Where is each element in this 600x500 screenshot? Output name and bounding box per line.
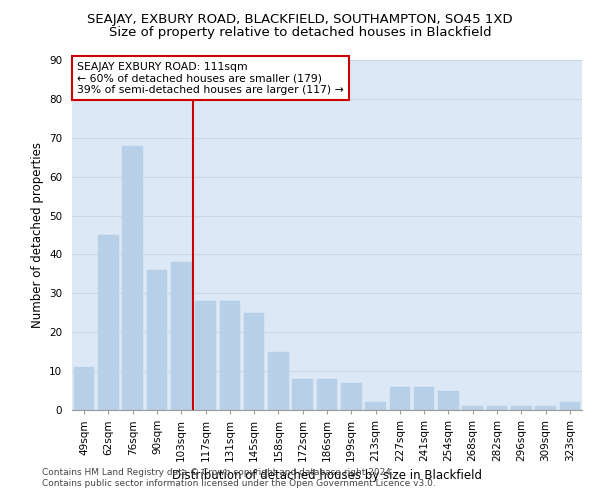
Bar bbox=[292, 379, 313, 410]
Bar bbox=[535, 406, 556, 410]
Bar bbox=[341, 383, 362, 410]
Bar bbox=[146, 270, 167, 410]
Text: SEAJAY, EXBURY ROAD, BLACKFIELD, SOUTHAMPTON, SO45 1XD: SEAJAY, EXBURY ROAD, BLACKFIELD, SOUTHAM… bbox=[87, 12, 513, 26]
Bar bbox=[487, 406, 508, 410]
Text: SEAJAY EXBURY ROAD: 111sqm
← 60% of detached houses are smaller (179)
39% of sem: SEAJAY EXBURY ROAD: 111sqm ← 60% of deta… bbox=[77, 62, 344, 95]
Bar bbox=[74, 367, 94, 410]
Bar bbox=[560, 402, 580, 410]
Bar bbox=[220, 301, 240, 410]
Bar bbox=[463, 406, 483, 410]
Text: Contains HM Land Registry data © Crown copyright and database right 2024.
Contai: Contains HM Land Registry data © Crown c… bbox=[42, 468, 436, 487]
Bar bbox=[171, 262, 191, 410]
Y-axis label: Number of detached properties: Number of detached properties bbox=[31, 142, 44, 328]
Bar bbox=[389, 386, 410, 410]
Bar bbox=[268, 352, 289, 410]
Bar bbox=[438, 390, 459, 410]
Bar bbox=[365, 402, 386, 410]
Bar bbox=[98, 235, 119, 410]
Bar bbox=[122, 146, 143, 410]
Bar bbox=[244, 313, 265, 410]
Bar bbox=[511, 406, 532, 410]
Text: Size of property relative to detached houses in Blackfield: Size of property relative to detached ho… bbox=[109, 26, 491, 39]
Bar bbox=[195, 301, 216, 410]
Bar bbox=[414, 386, 434, 410]
Bar bbox=[317, 379, 337, 410]
X-axis label: Distribution of detached houses by size in Blackfield: Distribution of detached houses by size … bbox=[172, 470, 482, 482]
